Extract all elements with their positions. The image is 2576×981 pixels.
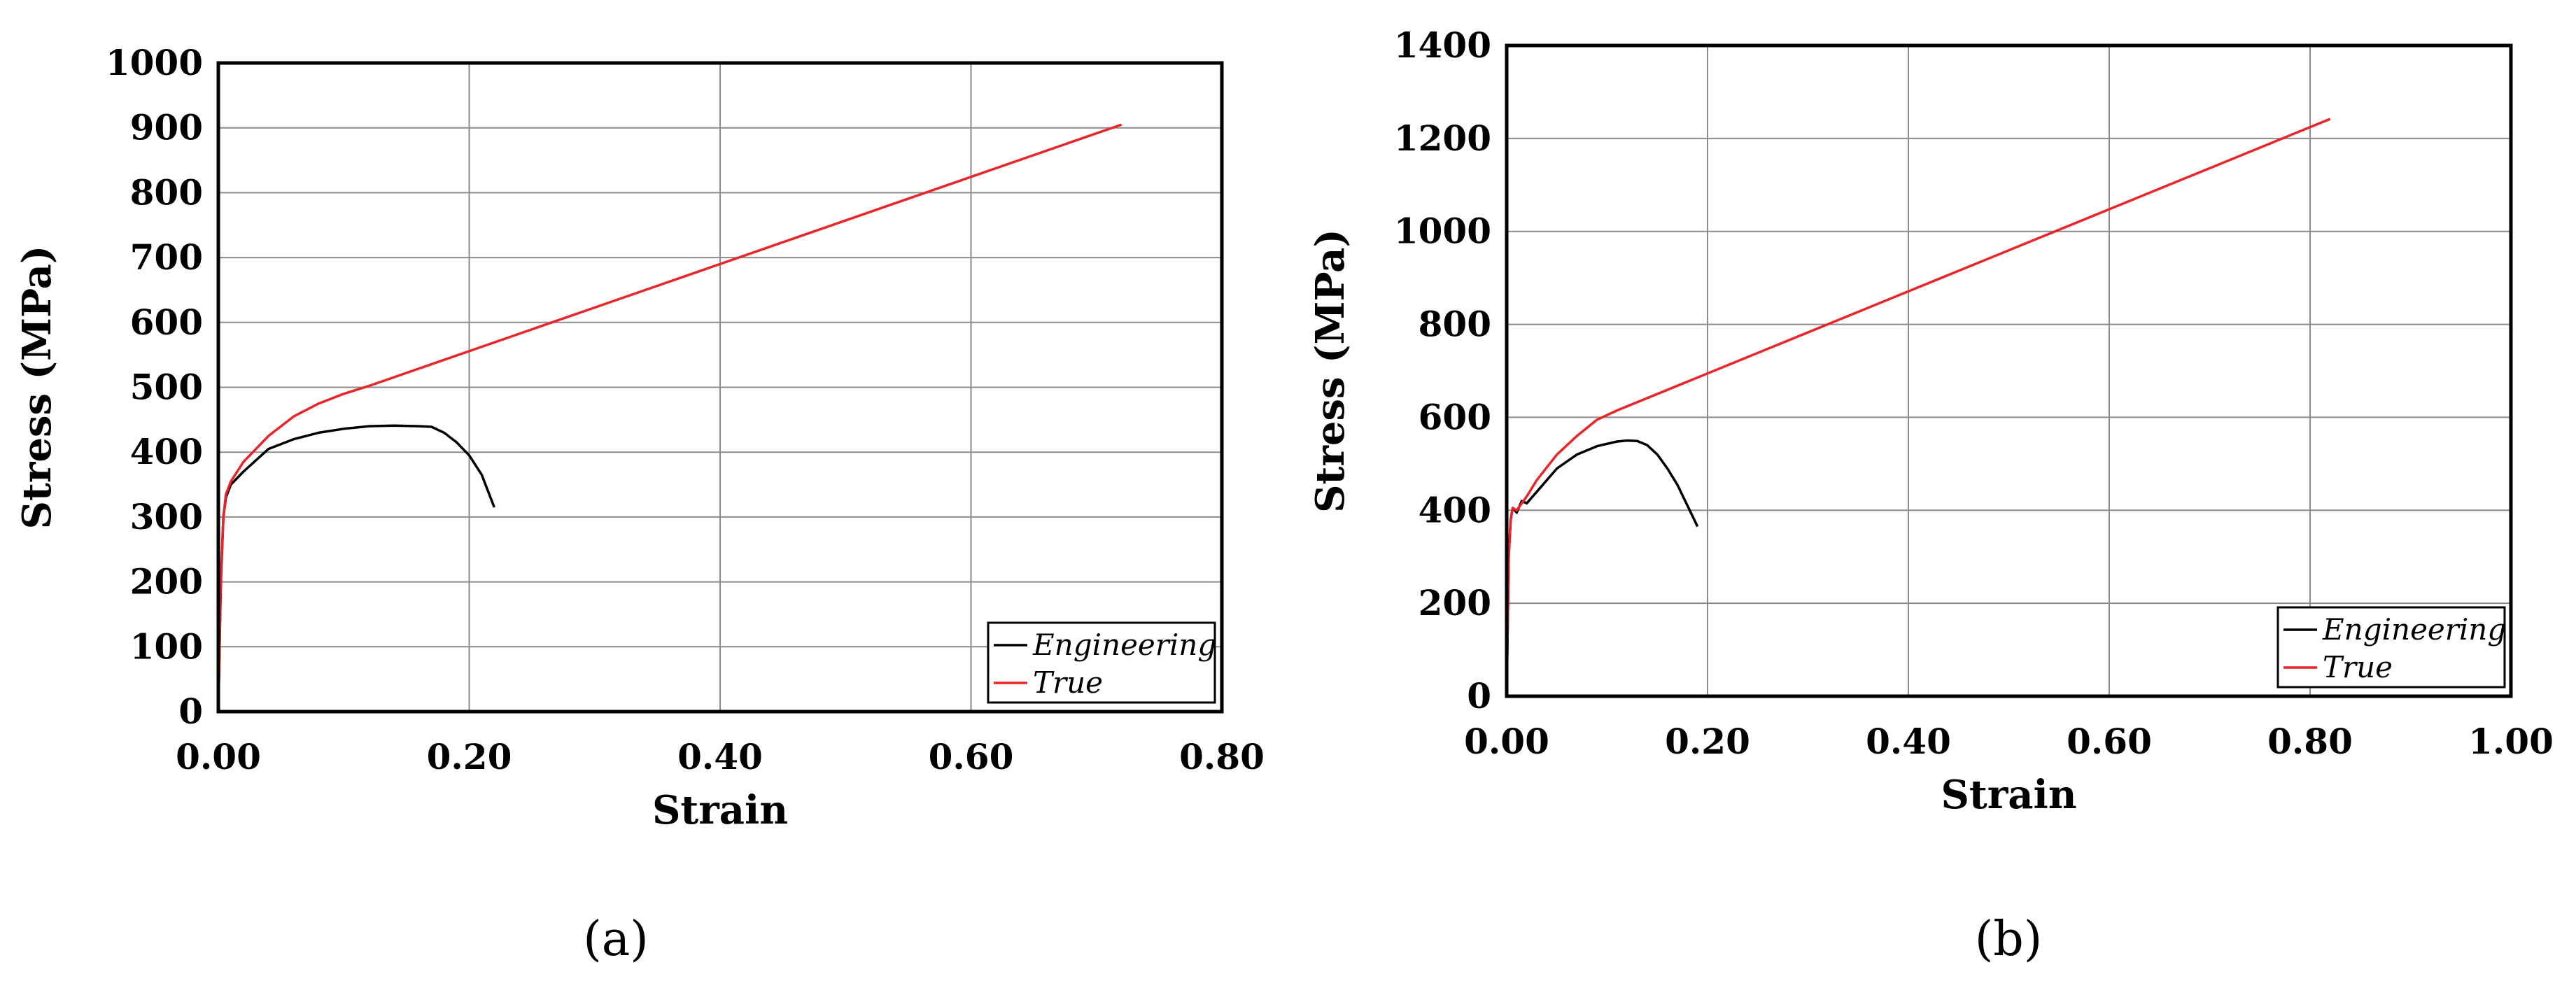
- legend-label-true: True: [1033, 665, 1103, 700]
- x-tick-label: 0.40: [677, 736, 763, 777]
- x-tick-label: 0.60: [929, 736, 1014, 777]
- series-line-true: [1505, 118, 2331, 697]
- y-tick-label: 200: [130, 561, 203, 602]
- y-tick-label: 400: [130, 431, 203, 472]
- y-tick-label: 0: [1467, 675, 1491, 717]
- x-tick-label: 1.00: [2468, 721, 2554, 762]
- legend-label-engineering: Engineering: [2322, 612, 2506, 647]
- y-tick-label: 500: [130, 367, 203, 408]
- legend-label-true: True: [2323, 650, 2393, 684]
- plot-frame: [216, 61, 1224, 714]
- x-tick-label: 0.40: [1866, 721, 1951, 762]
- y-tick-label: 800: [130, 171, 203, 213]
- x-tick-label: 0.80: [2267, 721, 2353, 762]
- y-tick-label: 400: [1419, 489, 1491, 530]
- y-tick-label: 600: [1419, 396, 1491, 437]
- series-line-engineering: [217, 424, 495, 712]
- y-tick-label: 600: [130, 302, 203, 343]
- y-tick-label: 1000: [1394, 211, 1491, 252]
- panel-label: (a): [583, 912, 649, 967]
- x-axis-label: Strain: [652, 787, 788, 833]
- plot-frame: [1505, 43, 2513, 698]
- y-tick-label: 200: [1419, 582, 1491, 623]
- y-tick-label: 700: [130, 237, 203, 278]
- legend-box: [2276, 606, 2506, 689]
- chart-a: 0.00 0.20 0.40 0.60 0.80 0 100 200 300 400 500 600 7…: [14, 42, 1265, 967]
- legend-box: [987, 621, 1216, 704]
- x-tick-label: 0.20: [427, 736, 512, 777]
- series-line-true: [217, 123, 1122, 712]
- y-tick-label: 0: [178, 691, 203, 732]
- x-tick-label: 0.20: [1665, 721, 1750, 762]
- legend-label-engineering: Engineering: [1032, 628, 1216, 662]
- panel-label: (b): [1975, 912, 2043, 967]
- x-tick-label: 0.00: [1464, 721, 1549, 762]
- x-tick-label: 0.80: [1179, 736, 1265, 777]
- y-tick-label: 800: [1419, 304, 1491, 345]
- y-axis-label: Stress (MPa): [1307, 229, 1353, 513]
- y-tick-label: 1400: [1394, 24, 1491, 66]
- y-tick-label: 1200: [1394, 118, 1491, 159]
- y-tick-label: 100: [130, 626, 203, 667]
- x-tick-label: 0.60: [2067, 721, 2152, 762]
- x-axis-label: Strain: [1941, 772, 2076, 818]
- chart-b: 0.00 0.20 0.40 0.60 0.80 1.00 0 200 400 600 800 100…: [1307, 24, 2554, 967]
- x-tick-label: 0.00: [176, 736, 261, 777]
- y-tick-label: 900: [130, 107, 203, 148]
- y-axis-label: Stress (MPa): [14, 246, 60, 530]
- y-tick-label: 1000: [106, 42, 203, 83]
- series-line-engineering: [1505, 439, 1699, 697]
- y-tick-label: 300: [130, 496, 203, 537]
